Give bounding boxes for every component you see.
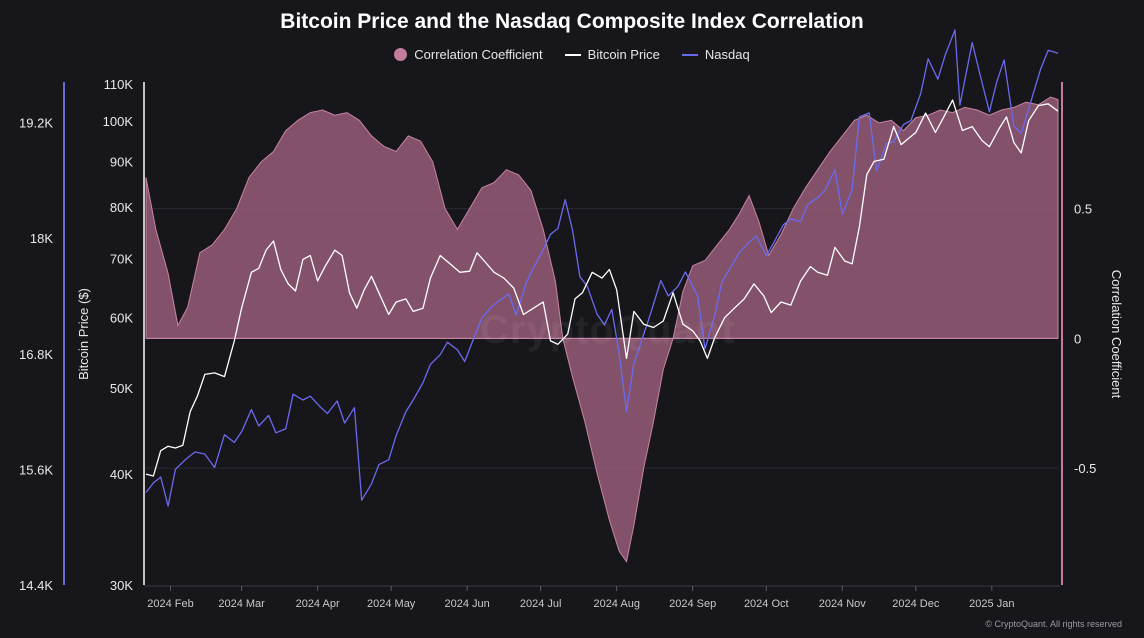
bitcoin-tick-label: 80K [110,200,133,215]
series-line-nasdaq [145,29,1059,507]
copyright-footer: © CryptoQuant. All rights reserved [985,619,1122,629]
x-tick-label: 2025 Jan [969,598,1014,610]
x-tick-label: 2024 Aug [593,598,640,610]
legend-label-correlation: Correlation Coefficient [414,47,543,62]
nasdaq-tick-label: 15.6K [19,462,53,477]
bitcoin-axis-title: Bitcoin Price ($) [76,288,91,380]
legend-swatch-bitcoin [564,53,581,56]
x-tick-label: 2024 Nov [819,598,867,610]
legend-label-nasdaq: Nasdaq [704,47,750,62]
legend-swatch-correlation [394,48,408,61]
correlation-axis-title: Correlation Coefficient [1109,270,1124,399]
legend-item-bitcoin[interactable]: Bitcoin Price [564,47,660,62]
correlation-area-layer [145,96,1059,563]
nasdaq-tick-label: 18K [30,231,53,246]
x-tick-label: 2024 Dec [892,598,940,610]
legend-label-bitcoin: Bitcoin Price [587,47,660,62]
chart-title: Bitcoin Price and the Nasdaq Composite I… [280,10,864,33]
legend-item-correlation[interactable]: Correlation Coefficient [394,47,543,62]
bitcoin-tick-label: 90K [110,154,133,169]
series-line-bitcoin [145,99,1059,477]
correlation-tick-label: 0.5 [1074,202,1092,217]
x-tick-label: 2024 May [367,598,416,610]
x-tick-label: 2024 Oct [744,598,789,610]
x-tick-label: 2024 Apr [296,598,340,610]
nasdaq-tick-label: 19.2K [19,116,53,131]
x-tick-label: 2024 Feb [147,598,193,610]
price-lines-layer [145,29,1059,507]
bitcoin-tick-label: 40K [110,467,133,482]
correlation-tick-label: 0 [1074,331,1081,346]
x-tick-label: 2024 Jul [520,598,562,610]
legend: Correlation Coefficient Bitcoin Price Na… [0,47,1144,62]
legend-item-nasdaq[interactable]: Nasdaq [681,47,750,62]
watermark: CryptoQuant [480,308,736,352]
bitcoin-tick-label: 110K [104,77,134,92]
bitcoin-tick-label: 100K [103,114,134,129]
bitcoin-tick-label: 30K [110,578,133,593]
x-tick-label: 2024 Jun [445,598,490,610]
bitcoin-tick-label: 70K [110,251,133,266]
x-tick-label: 2024 Mar [218,598,265,610]
axes: 30K 40K 50K 60K 70K 80K 90K 100K 110K 14.4K 15.6K 1… [19,77,1124,610]
x-tick-label: 2024 Sep [669,598,716,610]
bitcoin-tick-label: 60K [110,311,133,326]
correlation-tick-label: -0.5 [1074,461,1096,476]
nasdaq-tick-label: 14.4K [19,578,53,593]
series-area-correlation [145,96,1059,563]
nasdaq-tick-label: 16.8K [19,347,53,362]
legend-swatch-nasdaq [681,53,698,56]
bitcoin-tick-label: 50K [110,381,133,396]
